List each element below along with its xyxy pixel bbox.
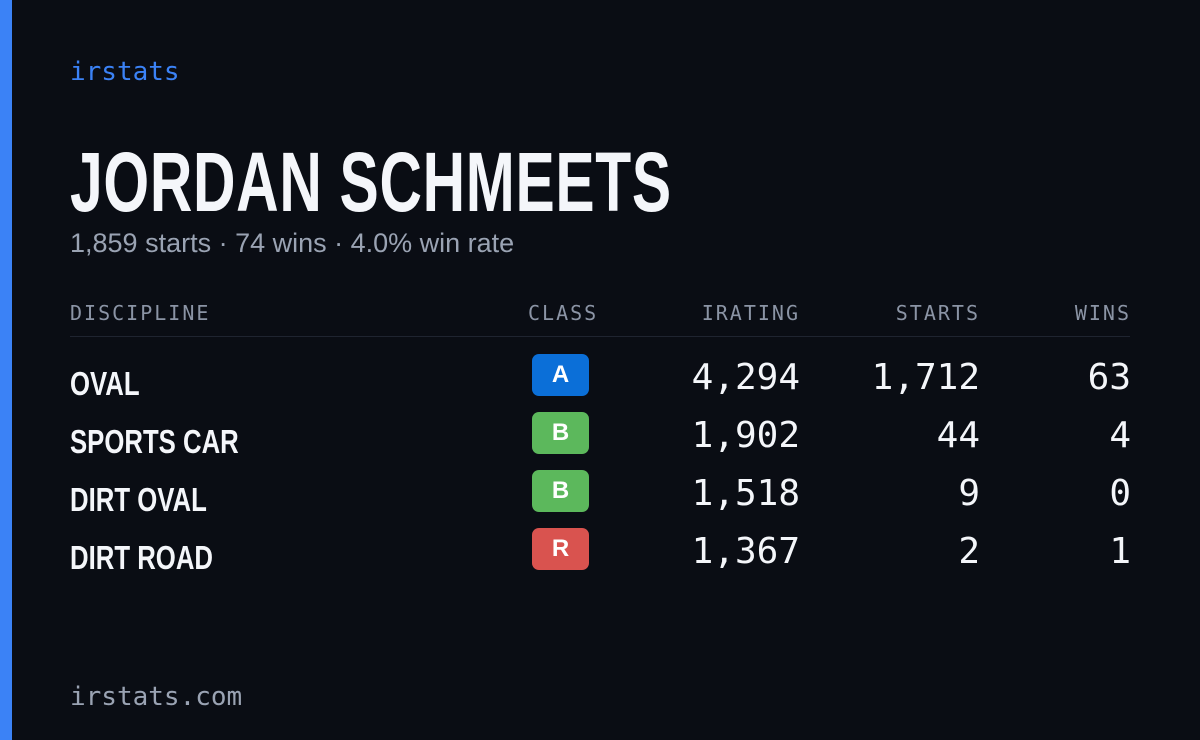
wins-value: 0 — [1109, 473, 1131, 514]
class-badge: B — [532, 470, 589, 512]
discipline: SPORTS CAR — [70, 423, 239, 460]
wins-value: 63 — [1087, 357, 1131, 398]
brand: irstats — [70, 57, 180, 87]
column-header: CLASS — [528, 301, 599, 325]
column-header: STARTS — [895, 301, 980, 325]
discipline: DIRT ROAD — [70, 539, 213, 576]
starts-value: 2 — [958, 531, 980, 572]
discipline: OVAL — [70, 365, 140, 402]
class-badge: A — [532, 354, 589, 396]
column-header: WINS — [1074, 301, 1131, 325]
footer: irstats.com — [70, 682, 243, 712]
class-badge: B — [532, 412, 589, 454]
class-badge: R — [532, 528, 589, 570]
driver-name: JORDAN SCHMEETS — [70, 135, 672, 229]
discipline: DIRT OVAL — [70, 481, 207, 518]
irating-value: 1,902 — [691, 415, 800, 456]
column-header: IRATING — [701, 301, 800, 325]
starts-value: 1,712 — [871, 357, 980, 398]
irating-value: 1,367 — [691, 531, 800, 572]
starts-value: 9 — [958, 473, 980, 514]
irating-value: 1,518 — [691, 473, 800, 514]
starts-value: 44 — [936, 415, 980, 456]
header-rule — [70, 336, 1130, 337]
wins-value: 1 — [1109, 531, 1131, 572]
accent-bar — [0, 0, 12, 740]
driver-summary: 1,859 starts · 74 wins · 4.0% win rate — [70, 228, 515, 258]
column-header: DISCIPLINE — [70, 301, 211, 325]
wins-value: 4 — [1109, 415, 1131, 456]
irating-value: 4,294 — [691, 357, 800, 398]
